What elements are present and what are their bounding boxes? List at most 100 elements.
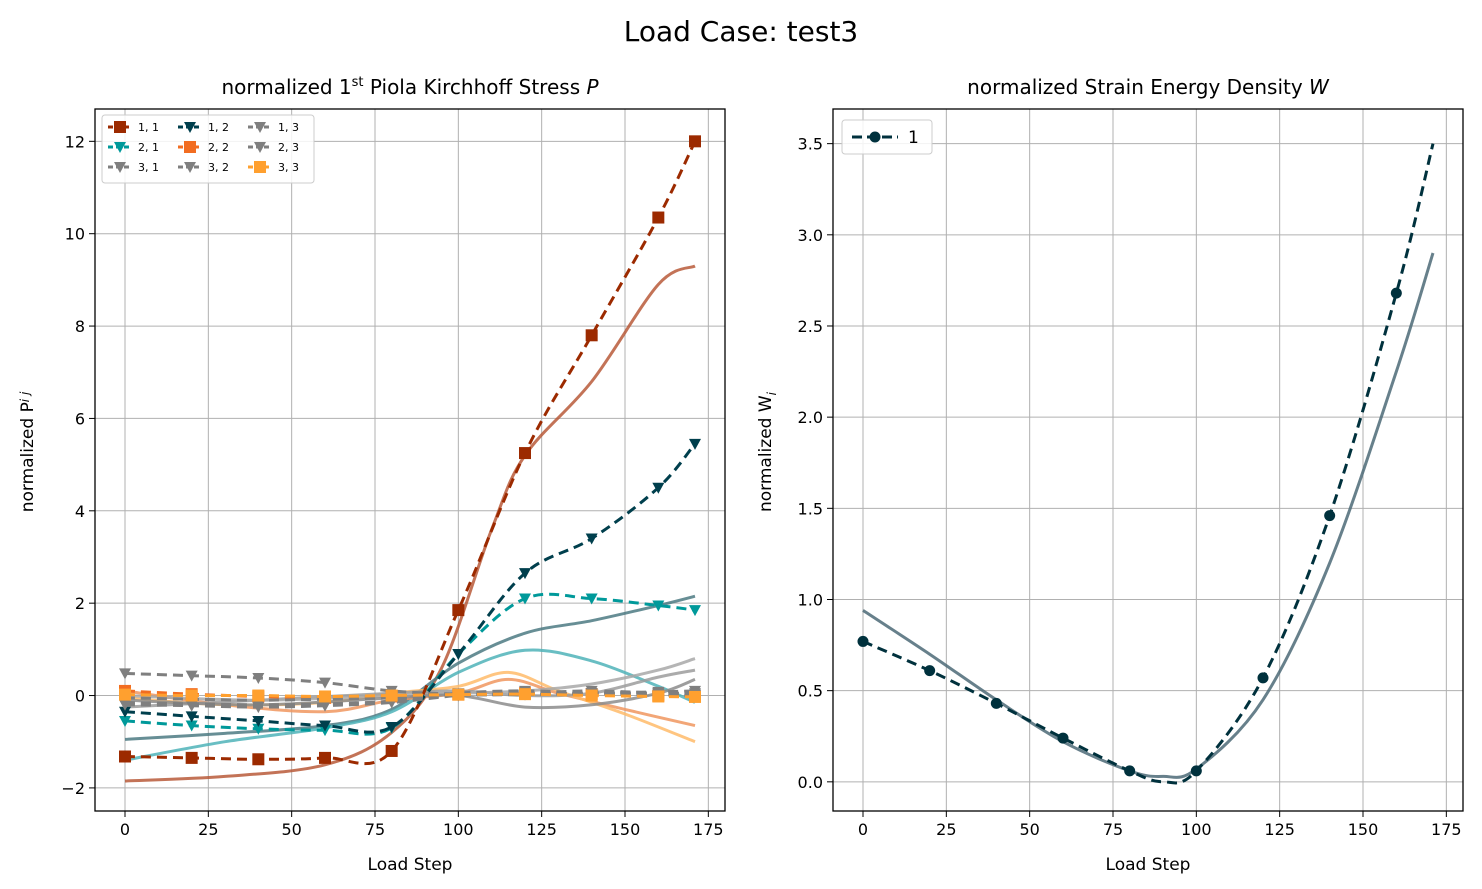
stress-xtick-label: 100 [443,820,474,839]
stress-ticks: 0 25 50 75 100 125 150 175 −2 0 2 4 6 8 10 12 [61,132,723,839]
energy-y-axis-label: normalized Wi [756,391,779,512]
stress-legend-label: 3, 1 [138,161,159,174]
stress-data-point [252,702,265,714]
stress-panel-title: normalized 1st Piola Kirchhoff Stress P [221,75,599,99]
stress-series-line [124,692,696,699]
stress-series-line [124,442,697,734]
stress-data-point [652,600,665,612]
energy-xtick-label: 175 [1431,820,1462,839]
stress-data-point [689,135,701,148]
stress-ytick-label: 0 [75,687,85,706]
stress-data-point [185,670,198,682]
stress-series-line [124,140,697,766]
stress-legend-label: 3, 3 [278,161,299,174]
stress-data-point [585,593,598,605]
stress-series-line [124,691,695,702]
stress-series-line [124,689,696,709]
energy-data-point [1257,672,1269,684]
stress-legend-marker [114,162,126,173]
stress-xtick-label: 150 [610,820,641,839]
stress-axes-frame [94,108,726,812]
stress-legend-label: 3, 2 [208,161,229,174]
energy-ytick-label: 1.5 [798,499,823,518]
stress-ytick-label: 4 [75,502,85,521]
energy-data-point [924,665,936,677]
stress-y-axis-label: normalized Pi j [18,391,38,512]
stress-data-point [689,438,701,450]
energy-x-axis-label: Load Step [1106,855,1191,875]
stress-legend-label: 1, 3 [278,121,299,134]
stress-data-point [185,720,198,732]
stress-data-point [519,568,531,580]
stress-xtick-label: 125 [526,820,557,839]
stress-data-point [585,533,598,545]
energy-legend-label: 1 [908,128,919,148]
stress-legend-label: 1, 1 [138,121,159,134]
stress-data-point [385,744,398,757]
energy-ytick-label: 0.0 [798,773,823,792]
stress-data-point [319,751,331,764]
energy-xtick-label: 0 [858,820,868,839]
stress-legend-label: 2, 3 [278,141,299,154]
stress-xtick-label: 0 [120,820,130,839]
energy-series [857,143,1435,785]
stress-data-point [385,721,398,733]
stress-data-point [452,604,465,617]
stress-grid [95,109,725,811]
stress-legend-marker [254,122,266,133]
energy-data-point [857,635,869,647]
energy-data-point [1324,510,1336,522]
energy-xtick-label: 100 [1181,820,1212,839]
stress-data-point [185,689,198,702]
stress-data-point [689,605,701,617]
energy-ytick-label: 2.0 [798,408,823,427]
stress-xtick-label: 175 [693,820,724,839]
stress-data-point [252,723,265,735]
stress-data-point [252,689,265,702]
figure-suptitle: Load Case: test3 [624,15,859,48]
stress-data-point [252,715,265,727]
stress-data-point [185,700,198,712]
stress-ytick-label: −2 [61,779,85,798]
energy-xtick-label: 75 [1103,820,1123,839]
stress-data-point [319,720,331,732]
energy-data-point [1390,287,1402,299]
stress-data-point [119,699,131,711]
stress-data-point [519,593,531,605]
energy-legend: 1 [841,119,933,155]
energy-xtick-label: 25 [936,820,956,839]
energy-fit-curves [862,252,1435,779]
stress-series-line [124,592,696,736]
stress-data-point [319,700,331,712]
stress-data-point [385,689,398,702]
energy-data-point [990,697,1002,709]
energy-xtick-label: 125 [1264,820,1295,839]
stress-data-point [519,688,531,701]
energy-panel: normalized Strain Energy Density W 0 25 50… [756,75,1464,875]
stress-xtick-label: 50 [281,820,301,839]
stress-legend-marker [254,161,266,173]
stress-data-point [652,211,665,224]
energy-grid [833,109,1463,811]
stress-data-point [652,690,665,703]
stress-ytick-label: 6 [75,409,85,428]
stress-x-axis-label: Load Step [368,855,453,875]
energy-series-line [862,143,1435,785]
energy-axes-frame [832,108,1464,812]
energy-panel-title: normalized Strain Energy Density W [967,75,1330,99]
stress-legend-label: 2, 2 [208,141,229,154]
stress-legend-marker [254,142,266,153]
stress-panel: normalized 1st Piola Kirchhoff Stress P … [18,75,726,875]
stress-data-point [119,668,131,680]
stress-data-point [185,711,198,723]
stress-fit-curve [124,264,696,783]
energy-ticks: 0 25 50 75 100 125 150 175 0.0 0.5 1.0 1.5 2.0 2.5 3.0… [798,135,1462,839]
stress-data-point [689,690,701,703]
stress-data-point [252,753,265,766]
energy-legend-marker [869,131,881,143]
stress-data-point [119,750,131,763]
stress-data-point [119,688,131,701]
energy-ytick-label: 3.0 [798,226,823,245]
stress-series [119,135,701,766]
stress-data-point [185,751,198,764]
